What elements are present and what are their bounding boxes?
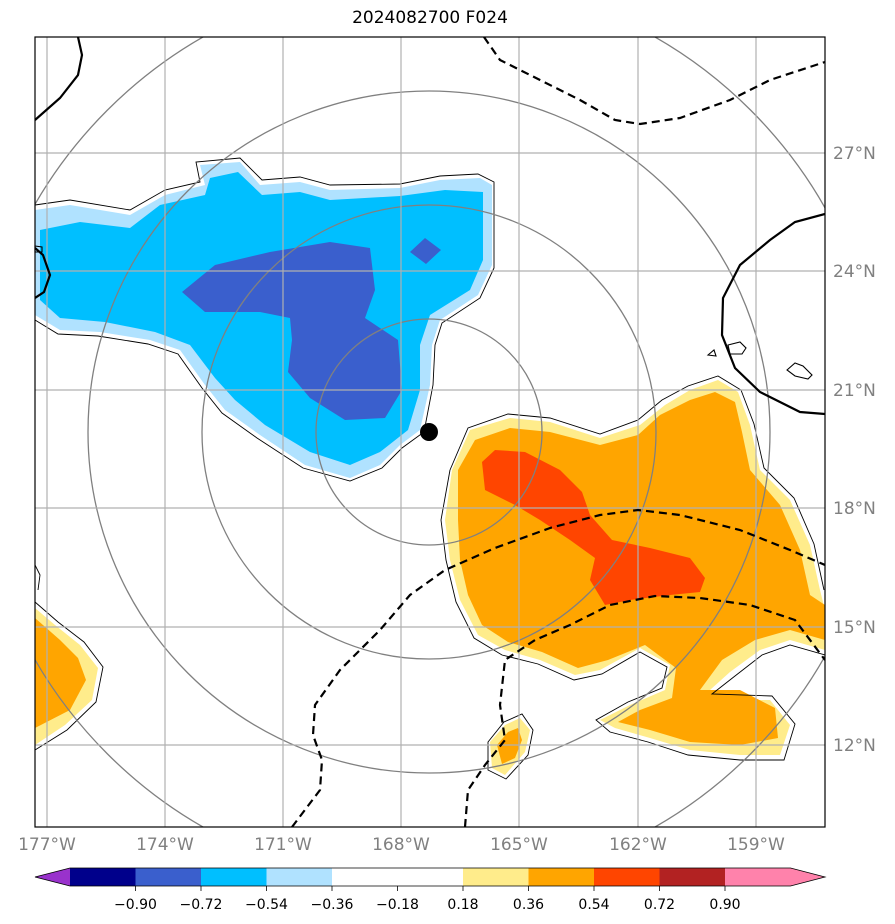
colorbar-ticks — [135, 886, 726, 891]
range-ring-1 — [315, 318, 543, 546]
colorbar-label: −0.18 — [376, 897, 419, 913]
lat-label: 12°N — [833, 736, 876, 756]
lon-label: 174°W — [136, 835, 194, 855]
colorbar-segment — [266, 868, 332, 886]
latitude-labels: 27°N 24°N 21°N 18°N 15°N 12°N — [833, 144, 876, 756]
colorbar-labels: −0.90 −0.72 −0.54 −0.36 −0.18 0.18 0.36 … — [114, 897, 741, 913]
colorbar-label: −0.72 — [180, 897, 223, 913]
lat-label: 24°N — [833, 262, 876, 282]
range-rings — [35, 37, 825, 827]
storm-center-marker — [420, 423, 438, 441]
negative-anomaly-strong-small — [410, 238, 441, 264]
colorbar-segment — [332, 868, 398, 886]
colorbar-segment — [659, 868, 725, 886]
lat-label: 21°N — [833, 381, 876, 401]
colorbar-segment — [528, 868, 594, 886]
lon-label: 165°W — [490, 835, 548, 855]
lat-label: 27°N — [833, 144, 876, 164]
colorbar-label: 0.54 — [578, 897, 609, 913]
lat-label: 15°N — [833, 618, 876, 638]
colorbar-label: 0.36 — [513, 897, 544, 913]
lon-label: 171°W — [254, 835, 312, 855]
lon-label: 162°W — [609, 835, 667, 855]
range-ring-2 — [201, 204, 657, 660]
colorbar-segment — [201, 868, 267, 886]
islands — [34, 245, 813, 380]
island-3 — [786, 362, 813, 380]
colorbar-label: 0.18 — [447, 897, 478, 913]
colorbar-segment — [594, 868, 660, 886]
colorbar-segment — [463, 868, 529, 886]
positive-anomaly-strong — [482, 450, 705, 605]
island-1 — [727, 341, 747, 355]
lon-label: 168°W — [372, 835, 430, 855]
lon-label: 159°W — [727, 835, 785, 855]
colorbar-segment — [397, 868, 463, 886]
lat-label: 18°N — [833, 499, 876, 519]
longitude-labels: 177°W 174°W 171°W 168°W 165°W 162°W 159°… — [18, 835, 785, 855]
colorbar-segment — [70, 868, 136, 886]
colorbar-extend-low — [35, 868, 70, 886]
positive-anomaly-small-mid — [497, 728, 522, 764]
dashed-contour-middle — [291, 508, 825, 827]
colorbar-label: 0.90 — [709, 897, 740, 913]
dashed-contour-north — [483, 37, 825, 126]
colorbar: −0.90 −0.72 −0.54 −0.36 −0.18 0.18 0.36 … — [34, 867, 827, 913]
colorbar-label: −0.54 — [245, 897, 288, 913]
gridlines — [35, 37, 825, 827]
island-2 — [706, 349, 717, 357]
colorbar-extend-high — [790, 868, 825, 886]
colorbar-segment — [725, 868, 791, 886]
solid-contour-west — [35, 247, 52, 299]
map-frame — [34, 36, 826, 828]
colorbar-label: −0.90 — [114, 897, 157, 913]
colorbar-outline — [34, 867, 827, 887]
map-title: 2024082700 F024 — [352, 8, 508, 28]
colorbar-label: −0.36 — [311, 897, 354, 913]
solid-contours — [35, 37, 825, 416]
positive-anomaly-west-mid — [35, 618, 86, 728]
map-area — [35, 157, 825, 780]
dashed-contour-south — [463, 594, 825, 827]
negative-anomaly-strong — [182, 242, 402, 420]
lon-label: 177°W — [18, 835, 76, 855]
dashed-contours — [291, 37, 825, 827]
range-ring-3 — [87, 90, 771, 774]
colorbar-label: 0.72 — [644, 897, 675, 913]
colorbar-segment — [135, 868, 201, 886]
solid-contour-east — [720, 212, 825, 416]
solid-contour-northwest — [35, 37, 84, 121]
